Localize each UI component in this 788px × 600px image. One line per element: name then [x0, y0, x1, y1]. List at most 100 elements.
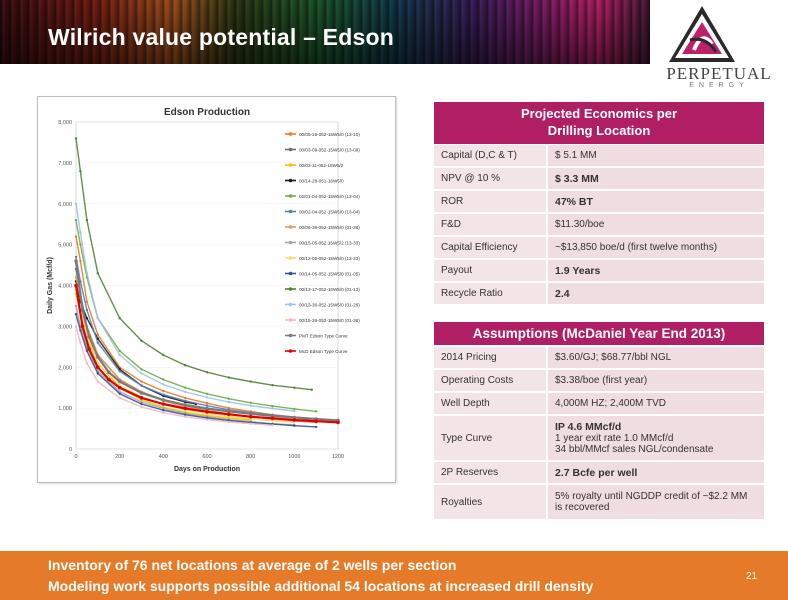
assumptions-row: 2014 Pricing $3.60/GJ; $68.77/bbl NGL [434, 347, 764, 368]
data-point [96, 272, 99, 275]
data-point [85, 362, 89, 365]
assumptions-value-line: is recovered [555, 502, 610, 513]
assumptions-label: Operating Costs [434, 370, 546, 391]
legend-marker [288, 333, 293, 338]
data-point [184, 386, 187, 389]
legend-entry: 00/13-36-052-15W5/0 (01-26) [299, 302, 360, 307]
legend-marker [288, 194, 293, 198]
data-point [74, 283, 78, 288]
y-tick-label: 1,000 [58, 406, 72, 412]
chart-canvas: Edson Production 0 1,000 2,000 3,000 4,000 5,0… [47, 107, 360, 473]
data-point [107, 377, 111, 382]
legend-marker [288, 256, 293, 260]
data-point [79, 259, 82, 263]
data-point [227, 376, 230, 379]
assumptions-value: $3.38/boe (first year) [546, 370, 764, 391]
legend-marker [288, 132, 293, 136]
economics-value: $ 5.1 MM [546, 145, 764, 166]
data-point [85, 300, 89, 303]
data-point [96, 372, 99, 375]
y-tick-label: 0 [69, 447, 72, 453]
y-tick-label: 2,000 [58, 365, 72, 371]
data-point [74, 202, 78, 205]
legend-marker [288, 163, 293, 167]
assumptions-value: IP 4.6 MMcf/d 1 year exit rate 1.0 MMcf/d… [546, 416, 764, 460]
data-point [140, 400, 143, 404]
data-point [107, 370, 111, 375]
data-point [139, 391, 144, 395]
assumptions-label: 2P Reserves [434, 462, 546, 483]
data-point [74, 304, 78, 308]
economics-row: Recycle Ratio 2.4 [434, 283, 764, 304]
legend-entry: 00/15-36-052-15W5/0 (01-36) [299, 318, 360, 323]
x-tick-label: 600 [202, 454, 211, 460]
economics-row: Payout 1.9 Years [434, 260, 764, 281]
legend-marker [288, 349, 293, 353]
data-point [205, 404, 209, 407]
data-point [205, 392, 209, 395]
y-tick-label: 7,000 [58, 161, 72, 167]
data-point [162, 411, 165, 414]
data-point [140, 372, 143, 375]
data-point [96, 365, 100, 370]
page-title: Wilrich value potential – Edson [48, 24, 394, 50]
economics-row: Capital (D,C & T) $ 5.1 MM [434, 145, 764, 166]
x-tick-label: 0 [74, 454, 77, 460]
data-point [140, 384, 143, 387]
economics-header-line2: Drilling Location [547, 123, 651, 138]
economics-table: Capital (D,C & T) $ 5.1 MM NPV @ 10 % $ 3.3… [434, 143, 764, 306]
economics-label: Capital (D,C & T) [434, 145, 546, 166]
data-point [80, 324, 85, 329]
data-point [85, 349, 89, 353]
data-point [184, 390, 187, 393]
assumptions-value-line: 1 year exit rate 1.0 MMcf/d [555, 433, 674, 444]
data-point [118, 353, 121, 357]
series-line [75, 326, 273, 426]
data-point [315, 410, 318, 413]
data-point [249, 404, 252, 407]
series-line [74, 285, 339, 424]
economics-row: ROR 47% BT [434, 191, 764, 212]
data-point [96, 341, 99, 344]
data-point [79, 243, 82, 246]
data-point [184, 399, 187, 402]
assumptions-value: 4,000M HZ; 2,400M TVD [546, 393, 764, 414]
legend-marker [288, 271, 293, 276]
data-point [310, 388, 313, 391]
data-point [96, 355, 100, 359]
assumptions-value: 5% royalty until NGDDP credit of ~$2.2 M… [546, 485, 764, 519]
data-point [314, 419, 319, 424]
data-point [271, 407, 274, 410]
assumptions-value: $3.60/GJ; $68.77/bbl NGL [546, 347, 764, 368]
data-point [183, 403, 187, 407]
data-point [118, 370, 121, 373]
data-point [79, 169, 82, 173]
data-point [117, 379, 122, 384]
data-point [293, 386, 296, 389]
assumptions-value-line: IP 4.6 MMcf/d [555, 421, 622, 433]
data-point [248, 412, 253, 416]
data-point [271, 404, 274, 408]
data-point [162, 393, 165, 396]
data-point [74, 312, 78, 316]
data-point [183, 406, 187, 411]
data-point [80, 308, 85, 312]
data-point [162, 353, 165, 357]
footer-bar [0, 551, 788, 600]
data-point [140, 339, 143, 342]
production-chart: Edson Production 0 1,000 2,000 3,000 4,000 5,0… [37, 96, 396, 483]
page-number: 21 [746, 571, 758, 582]
data-point [184, 415, 187, 418]
data-point [74, 276, 78, 279]
assumptions-header: Assumptions (McDaniel Year End 2013) [434, 322, 764, 345]
y-axis-label: Daily Gas (Mcf/d) [47, 257, 54, 314]
economics-row: NPV @ 10 % $ 3.3 MM [434, 168, 764, 189]
legend-marker [288, 302, 293, 307]
data-point [74, 137, 78, 140]
data-point [227, 400, 230, 404]
data-point [249, 380, 252, 383]
data-point [227, 420, 230, 424]
data-point [74, 259, 78, 263]
legend-entry: 00/02-04-052-15W5/0 (13-04) [299, 209, 360, 214]
legend-entry: 02/01-04-052-15W5/0 (13-04) [299, 194, 360, 199]
